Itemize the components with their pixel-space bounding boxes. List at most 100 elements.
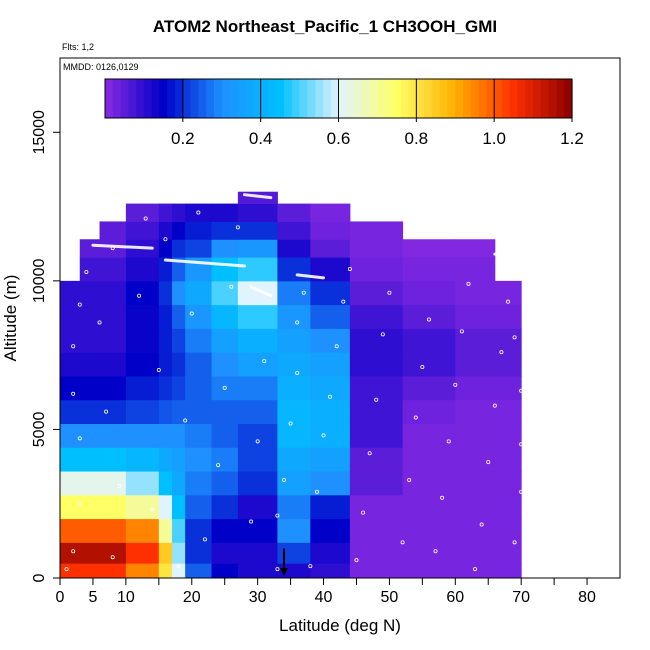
heatmap-cell (172, 518, 186, 543)
heatmap-cell (310, 423, 351, 448)
heatmap-cell (277, 399, 311, 424)
heatmap-cell (237, 447, 278, 472)
sample-point (64, 567, 69, 572)
heatmap-cell (402, 257, 456, 282)
heatmap-cell (237, 203, 278, 222)
heatmap-cell (402, 423, 456, 448)
heatmap-cell (172, 280, 186, 306)
colorbar-tick-label: 0.6 (327, 129, 351, 148)
colorbar-segment (299, 79, 308, 118)
flight-track-line (295, 273, 326, 280)
sample-point (275, 513, 280, 518)
heatmap-cell (185, 518, 213, 543)
sample-point (288, 421, 293, 426)
heatmap-cell (172, 542, 186, 564)
sample-point (216, 463, 221, 468)
colorbar-segment (540, 79, 550, 118)
sample-point (117, 483, 122, 488)
colorbar-segment (229, 79, 238, 118)
sample-point (387, 290, 392, 295)
flights-label: Flts: 1,2 (62, 42, 95, 52)
sample-point (453, 382, 458, 387)
colorbar-segment (175, 79, 184, 118)
heatmap-cell (185, 375, 213, 401)
sample-point (262, 359, 267, 364)
heatmap-cell (211, 221, 239, 240)
heatmap-cell (172, 352, 186, 377)
sample-point (222, 385, 227, 390)
heatmap-cell (185, 221, 213, 240)
colorbar-segment (486, 79, 495, 118)
heatmap-cell (79, 257, 127, 282)
heatmap-cell (172, 328, 186, 353)
heatmap-cell (277, 352, 311, 377)
x-tick-label: 80 (578, 589, 596, 606)
sample-point (499, 350, 504, 355)
heatmap-cell (99, 221, 127, 240)
heatmap-cell (237, 563, 278, 579)
sample-point (249, 519, 254, 524)
colorbar-segment (143, 79, 153, 118)
sample-point (235, 225, 240, 230)
sample-point (97, 320, 102, 325)
colorbar-segment (112, 79, 122, 118)
sample-point (71, 344, 76, 349)
colorbar-segment (213, 79, 223, 118)
heatmap-cell (310, 280, 351, 306)
heatmap-cell (211, 304, 239, 329)
colorbar-segment (509, 79, 519, 118)
sample-point (84, 269, 89, 274)
sample-point (150, 507, 155, 512)
sample-point (400, 540, 405, 545)
heatmap-cell (185, 494, 213, 520)
heatmap-cell (237, 328, 278, 353)
sample-point (479, 522, 484, 527)
colorbar-tick-label: 1.2 (560, 129, 584, 148)
heatmap-cell (402, 328, 456, 353)
plot-frame (59, 57, 621, 579)
heatmap-cell (172, 239, 186, 258)
sample-point (295, 370, 300, 375)
heatmap-cells (60, 191, 522, 579)
heatmap-cell (125, 563, 160, 579)
sample-point (275, 567, 280, 572)
x-tick-label: 0 (56, 589, 65, 606)
heatmap-cell (310, 239, 351, 258)
heatmap-cell (125, 203, 160, 222)
colorbar-segment (525, 79, 534, 118)
heatmap-cell (185, 399, 213, 424)
heatmap-cell (211, 423, 239, 448)
heatmap-cell (158, 328, 173, 353)
colorbar-segment (276, 79, 285, 118)
heatmap-cell (185, 239, 213, 258)
heatmap-cell (158, 280, 173, 306)
y-axis-label: Altitude (m) (1, 275, 20, 362)
sample-point (374, 397, 379, 402)
heatmap-cell (310, 399, 351, 424)
heatmap-cell (277, 203, 311, 222)
heatmap-cell (349, 352, 404, 377)
sample-point (354, 558, 359, 563)
colorbar-segment (455, 79, 464, 118)
heatmap-cell (158, 563, 173, 579)
colorbar-segment (198, 79, 207, 118)
sample-point (328, 394, 333, 399)
heatmap-cell (125, 471, 160, 496)
heatmap-cell (402, 280, 456, 306)
sample-point (295, 320, 300, 325)
marker-arrow-head (280, 568, 288, 576)
colorbar-segment (501, 79, 511, 118)
colorbar-segment (346, 79, 355, 118)
colorbar-segment (237, 79, 246, 118)
flight-track-line (91, 243, 154, 250)
heatmap-cell (402, 352, 456, 377)
chart-title: ATOM2 Northeast_Pacific_1 CH3OOH_GMI (152, 17, 498, 36)
heatmap-cell (455, 542, 522, 564)
heatmap-cell (402, 542, 456, 564)
heatmap-cell (277, 328, 311, 353)
colorbar-segment (151, 79, 161, 118)
heatmap-cell (211, 328, 239, 353)
heatmap-cell (310, 352, 351, 377)
heatmap-cell (185, 203, 213, 222)
heatmap-cell (158, 257, 173, 282)
